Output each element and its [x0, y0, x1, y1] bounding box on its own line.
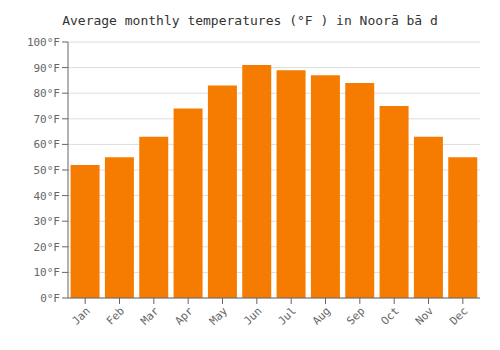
svg-text:May: May [207, 304, 231, 328]
svg-text:80°F: 80°F [34, 87, 61, 100]
svg-text:90°F: 90°F [34, 62, 61, 75]
svg-text:Aug: Aug [310, 304, 333, 327]
svg-text:Feb: Feb [104, 304, 127, 327]
svg-text:Mar: Mar [138, 304, 162, 328]
svg-text:0°F: 0°F [40, 292, 60, 305]
svg-text:100°F: 100°F [27, 36, 60, 49]
svg-text:10°F: 10°F [34, 266, 61, 279]
svg-text:Nov: Nov [413, 304, 437, 328]
svg-text:40°F: 40°F [34, 190, 61, 203]
svg-text:Jul: Jul [276, 304, 299, 327]
svg-text:Jan: Jan [70, 304, 93, 327]
svg-text:20°F: 20°F [34, 241, 61, 254]
svg-text:Sep: Sep [344, 304, 367, 327]
svg-text:Apr: Apr [173, 304, 197, 328]
svg-text:30°F: 30°F [34, 215, 61, 228]
html-text:Average monthly temperatures (: Average monthly temperatures (°F ) in No… [62, 13, 438, 28]
svg-text:Oct: Oct [379, 304, 402, 327]
svg-text:Dec: Dec [447, 304, 470, 327]
svg-text:60°F: 60°F [34, 138, 61, 151]
svg-text:70°F: 70°F [34, 113, 61, 126]
svg-text:50°F: 50°F [34, 164, 61, 177]
svg-text:Jun: Jun [241, 304, 264, 327]
